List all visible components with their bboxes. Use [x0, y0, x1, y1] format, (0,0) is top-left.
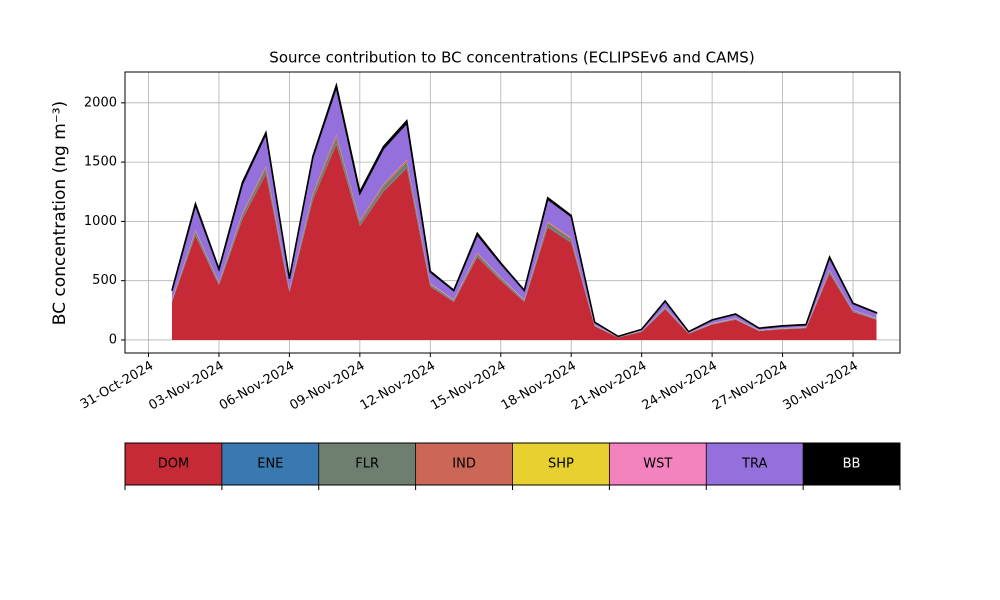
- legend-label: FLR: [355, 457, 379, 472]
- x-tick-label: 18-Nov-2024: [499, 359, 579, 414]
- x-tick-label: 31-Oct-2024: [78, 359, 156, 413]
- legend-label: DOM: [158, 457, 189, 472]
- x-tick-label: 15-Nov-2024: [428, 359, 508, 414]
- y-tick-label: 0: [109, 332, 117, 347]
- y-tick-label: 1000: [84, 214, 117, 229]
- x-tick-label: 30-Nov-2024: [781, 359, 861, 414]
- area: [171, 87, 877, 337]
- x-tick-label: 03-Nov-2024: [146, 359, 226, 414]
- legend-frame: [124, 442, 901, 486]
- y-tick-label: 2000: [84, 95, 117, 110]
- area: [171, 144, 877, 340]
- legend-swatch: [318, 443, 416, 485]
- x-tick-label: 24-Nov-2024: [640, 359, 720, 414]
- legend-swatch: [512, 443, 610, 485]
- x-tick-label: 09-Nov-2024: [287, 359, 367, 414]
- legend-label: SHP: [548, 457, 574, 472]
- legend-label: ENE: [257, 457, 283, 472]
- legend-swatch: [125, 443, 222, 485]
- x-tick-label: 12-Nov-2024: [358, 359, 438, 414]
- legend-label: BB: [843, 457, 861, 472]
- x-tick-label: 27-Nov-2024: [710, 359, 790, 414]
- legend-swatch: [221, 443, 319, 485]
- y-tick-label: 1500: [84, 155, 117, 170]
- legend-swatch: [803, 443, 900, 485]
- x-tick-label: 06-Nov-2024: [217, 359, 297, 414]
- legend-swatch: [415, 443, 513, 485]
- legend-label: WST: [643, 457, 672, 472]
- y-tick-label: 500: [92, 273, 117, 288]
- chart-title: Source contribution to BC concentrations…: [269, 49, 754, 67]
- y-axis-label: BC concentration (ng m⁻³): [50, 101, 70, 325]
- legend-label: TRA: [741, 457, 767, 472]
- area: [171, 82, 878, 338]
- plot-frame: [124, 71, 901, 354]
- x-tick-label: 21-Nov-2024: [569, 359, 649, 414]
- legend-swatch: [706, 443, 804, 485]
- legend-swatch: [609, 443, 707, 485]
- legend-label: IND: [452, 457, 476, 472]
